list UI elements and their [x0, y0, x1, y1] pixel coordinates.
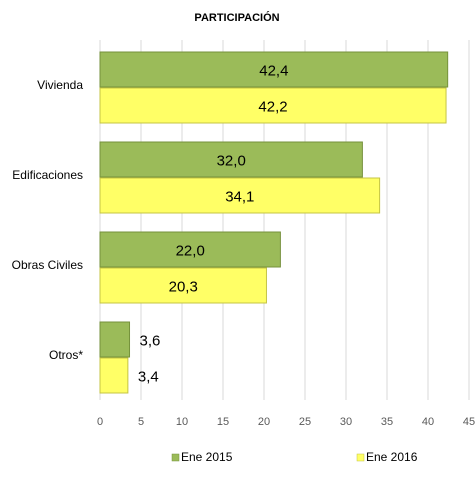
data-label: 20,3	[169, 279, 198, 296]
x-tick-label: 20	[258, 416, 270, 428]
data-label: 3,4	[138, 369, 159, 386]
data-label: 42,4	[259, 63, 288, 80]
data-label: 32,0	[217, 153, 246, 170]
legend-swatch	[356, 453, 365, 462]
data-label: 22,0	[176, 243, 205, 260]
category-label: Vivienda	[37, 78, 83, 92]
x-tick-label: 45	[463, 416, 475, 428]
x-tick-label: 0	[97, 416, 103, 428]
x-tick-label: 15	[217, 416, 229, 428]
bar-ene-2016	[99, 87, 447, 124]
bar-ene-2015	[99, 51, 449, 88]
x-tick-label: 40	[422, 416, 434, 428]
chart-title: PARTICIPACIÓN	[194, 11, 279, 24]
data-label: 42,2	[258, 99, 287, 116]
data-labels: 42,4 42,2 32,0 34,1 22,0 20,3 3,6 3,4	[138, 63, 289, 386]
category-label: Obras Civiles	[12, 258, 83, 272]
x-axis-ticks: 0 5 10 15 20 25 30 35 40 45	[97, 416, 475, 428]
x-tick-label: 5	[138, 416, 144, 428]
bars	[99, 51, 449, 394]
category-label: Edificaciones	[12, 168, 83, 182]
bar-ene-2015	[99, 321, 131, 358]
x-tick-label: 25	[299, 416, 311, 428]
legend-label: Ene 2015	[181, 450, 233, 464]
legend-label: Ene 2016	[366, 450, 418, 464]
data-label: 3,6	[140, 333, 161, 350]
data-label: 34,1	[225, 189, 254, 206]
legend: Ene 2015 Ene 2016	[171, 450, 418, 464]
legend-swatch	[171, 453, 180, 462]
bar-ene-2016	[99, 177, 381, 214]
bar-ene-2015	[99, 231, 281, 268]
category-label: Otros*	[49, 348, 83, 362]
x-tick-label: 35	[381, 416, 393, 428]
bar-ene-2015	[99, 141, 363, 178]
x-tick-label: 10	[176, 416, 188, 428]
bar-ene-2016	[99, 357, 129, 394]
x-tick-label: 30	[340, 416, 352, 428]
bar-ene-2016	[99, 267, 267, 304]
category-axis: Vivienda Edificaciones Obras Civiles Otros*	[12, 78, 84, 362]
